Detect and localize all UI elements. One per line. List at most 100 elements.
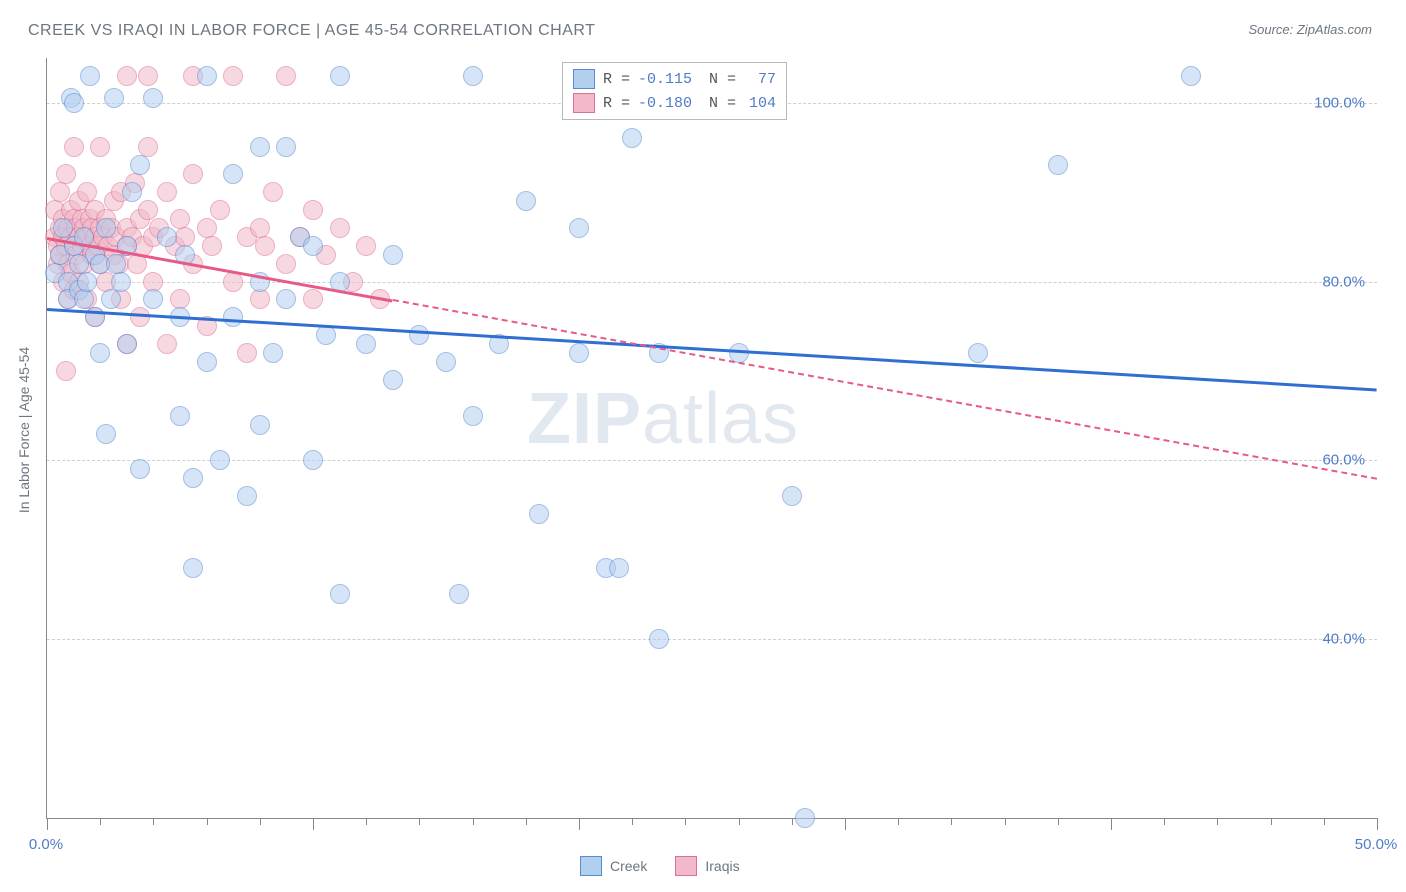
- iraqis-point: [64, 137, 84, 157]
- creek-point: [609, 558, 629, 578]
- iraqis-point: [183, 164, 203, 184]
- creek-point: [330, 584, 350, 604]
- x-tick-major: [47, 818, 48, 830]
- creek-point: [143, 289, 163, 309]
- creek-point: [409, 325, 429, 345]
- creek-point: [529, 504, 549, 524]
- creek-point: [303, 450, 323, 470]
- creek-swatch: [580, 856, 602, 876]
- x-tick-major: [1111, 818, 1112, 830]
- creek-point: [170, 406, 190, 426]
- iraqis-point: [170, 209, 190, 229]
- iraqis-point: [157, 182, 177, 202]
- iraqis-point: [223, 66, 243, 86]
- y-tick-label: 40.0%: [1322, 631, 1365, 648]
- creek-point: [157, 227, 177, 247]
- iraqis-point: [130, 307, 150, 327]
- creek-point: [383, 245, 403, 265]
- creek-point: [80, 66, 100, 86]
- scatter-plot-area: ZIPatlas 40.0%60.0%80.0%100.0%: [46, 58, 1377, 819]
- legend-item-creek: Creek: [580, 856, 647, 876]
- creek-point: [516, 191, 536, 211]
- creek-point: [210, 450, 230, 470]
- x-tick-minor: [526, 818, 527, 825]
- creek-point: [1181, 66, 1201, 86]
- x-tick-label: 0.0%: [29, 836, 63, 853]
- source-attribution: Source: ZipAtlas.com: [1248, 22, 1372, 37]
- creek-point: [197, 66, 217, 86]
- creek-point: [106, 254, 126, 274]
- creek-point: [330, 66, 350, 86]
- gridline: [47, 460, 1377, 461]
- y-tick-label: 100.0%: [1314, 94, 1365, 111]
- creek-point: [77, 272, 97, 292]
- creek-r-value: -0.115: [638, 71, 692, 88]
- x-tick-minor: [260, 818, 261, 825]
- creek-point: [183, 558, 203, 578]
- creek-point: [649, 629, 669, 649]
- creek-point: [183, 468, 203, 488]
- creek-point: [111, 272, 131, 292]
- x-tick-major: [579, 818, 580, 830]
- iraqis-point: [197, 218, 217, 238]
- creek-point: [1048, 155, 1068, 175]
- series-legend: Creek Iraqis: [580, 856, 740, 876]
- iraqis-point: [202, 236, 222, 256]
- y-tick-label: 60.0%: [1322, 452, 1365, 469]
- creek-point: [223, 164, 243, 184]
- x-tick-label: 50.0%: [1355, 836, 1398, 853]
- x-tick-major: [845, 818, 846, 830]
- x-tick-minor: [1164, 818, 1165, 825]
- iraqis-swatch: [573, 93, 595, 113]
- chart-title: CREEK VS IRAQI IN LABOR FORCE | AGE 45-5…: [28, 22, 595, 40]
- creek-point: [64, 93, 84, 113]
- iraqis-point: [276, 66, 296, 86]
- x-tick-minor: [898, 818, 899, 825]
- x-tick-major: [313, 818, 314, 830]
- y-axis-label: In Labor Force | Age 45-54: [16, 347, 32, 513]
- creek-point: [968, 343, 988, 363]
- creek-point: [569, 218, 589, 238]
- creek-point: [303, 236, 323, 256]
- watermark: ZIPatlas: [527, 378, 799, 460]
- iraqis-r-value: -0.180: [638, 95, 692, 112]
- iraqis-point: [237, 343, 257, 363]
- x-tick-minor: [366, 818, 367, 825]
- x-tick-minor: [1217, 818, 1218, 825]
- iraqis-point: [250, 218, 270, 238]
- creek-point: [250, 137, 270, 157]
- x-tick-minor: [739, 818, 740, 825]
- iraqis-swatch: [675, 856, 697, 876]
- creek-point: [449, 584, 469, 604]
- x-tick-minor: [1005, 818, 1006, 825]
- iraqis-point: [50, 182, 70, 202]
- iraqis-point: [56, 164, 76, 184]
- creek-point: [130, 459, 150, 479]
- x-tick-minor: [100, 818, 101, 825]
- iraqis-n-value: 104: [744, 95, 776, 112]
- iraqis-point: [276, 254, 296, 274]
- creek-point: [74, 289, 94, 309]
- creek-point: [250, 415, 270, 435]
- creek-point: [122, 182, 142, 202]
- creek-point: [117, 334, 137, 354]
- legend-item-iraqis: Iraqis: [675, 856, 739, 876]
- x-tick-minor: [419, 818, 420, 825]
- x-tick-minor: [153, 818, 154, 825]
- gridline: [47, 282, 1377, 283]
- creek-point: [96, 218, 116, 238]
- creek-point: [782, 486, 802, 506]
- iraqis-point: [117, 66, 137, 86]
- x-tick-minor: [207, 818, 208, 825]
- gridline: [47, 639, 1377, 640]
- x-tick-minor: [1324, 818, 1325, 825]
- creek-point: [795, 808, 815, 828]
- creek-point: [276, 289, 296, 309]
- creek-point: [143, 88, 163, 108]
- iraqis-point: [303, 200, 323, 220]
- iraqis-point: [138, 66, 158, 86]
- legend-row-creek: R = -0.115 N = 77: [573, 67, 776, 91]
- creek-point: [101, 289, 121, 309]
- creek-point: [263, 343, 283, 363]
- creek-point: [104, 88, 124, 108]
